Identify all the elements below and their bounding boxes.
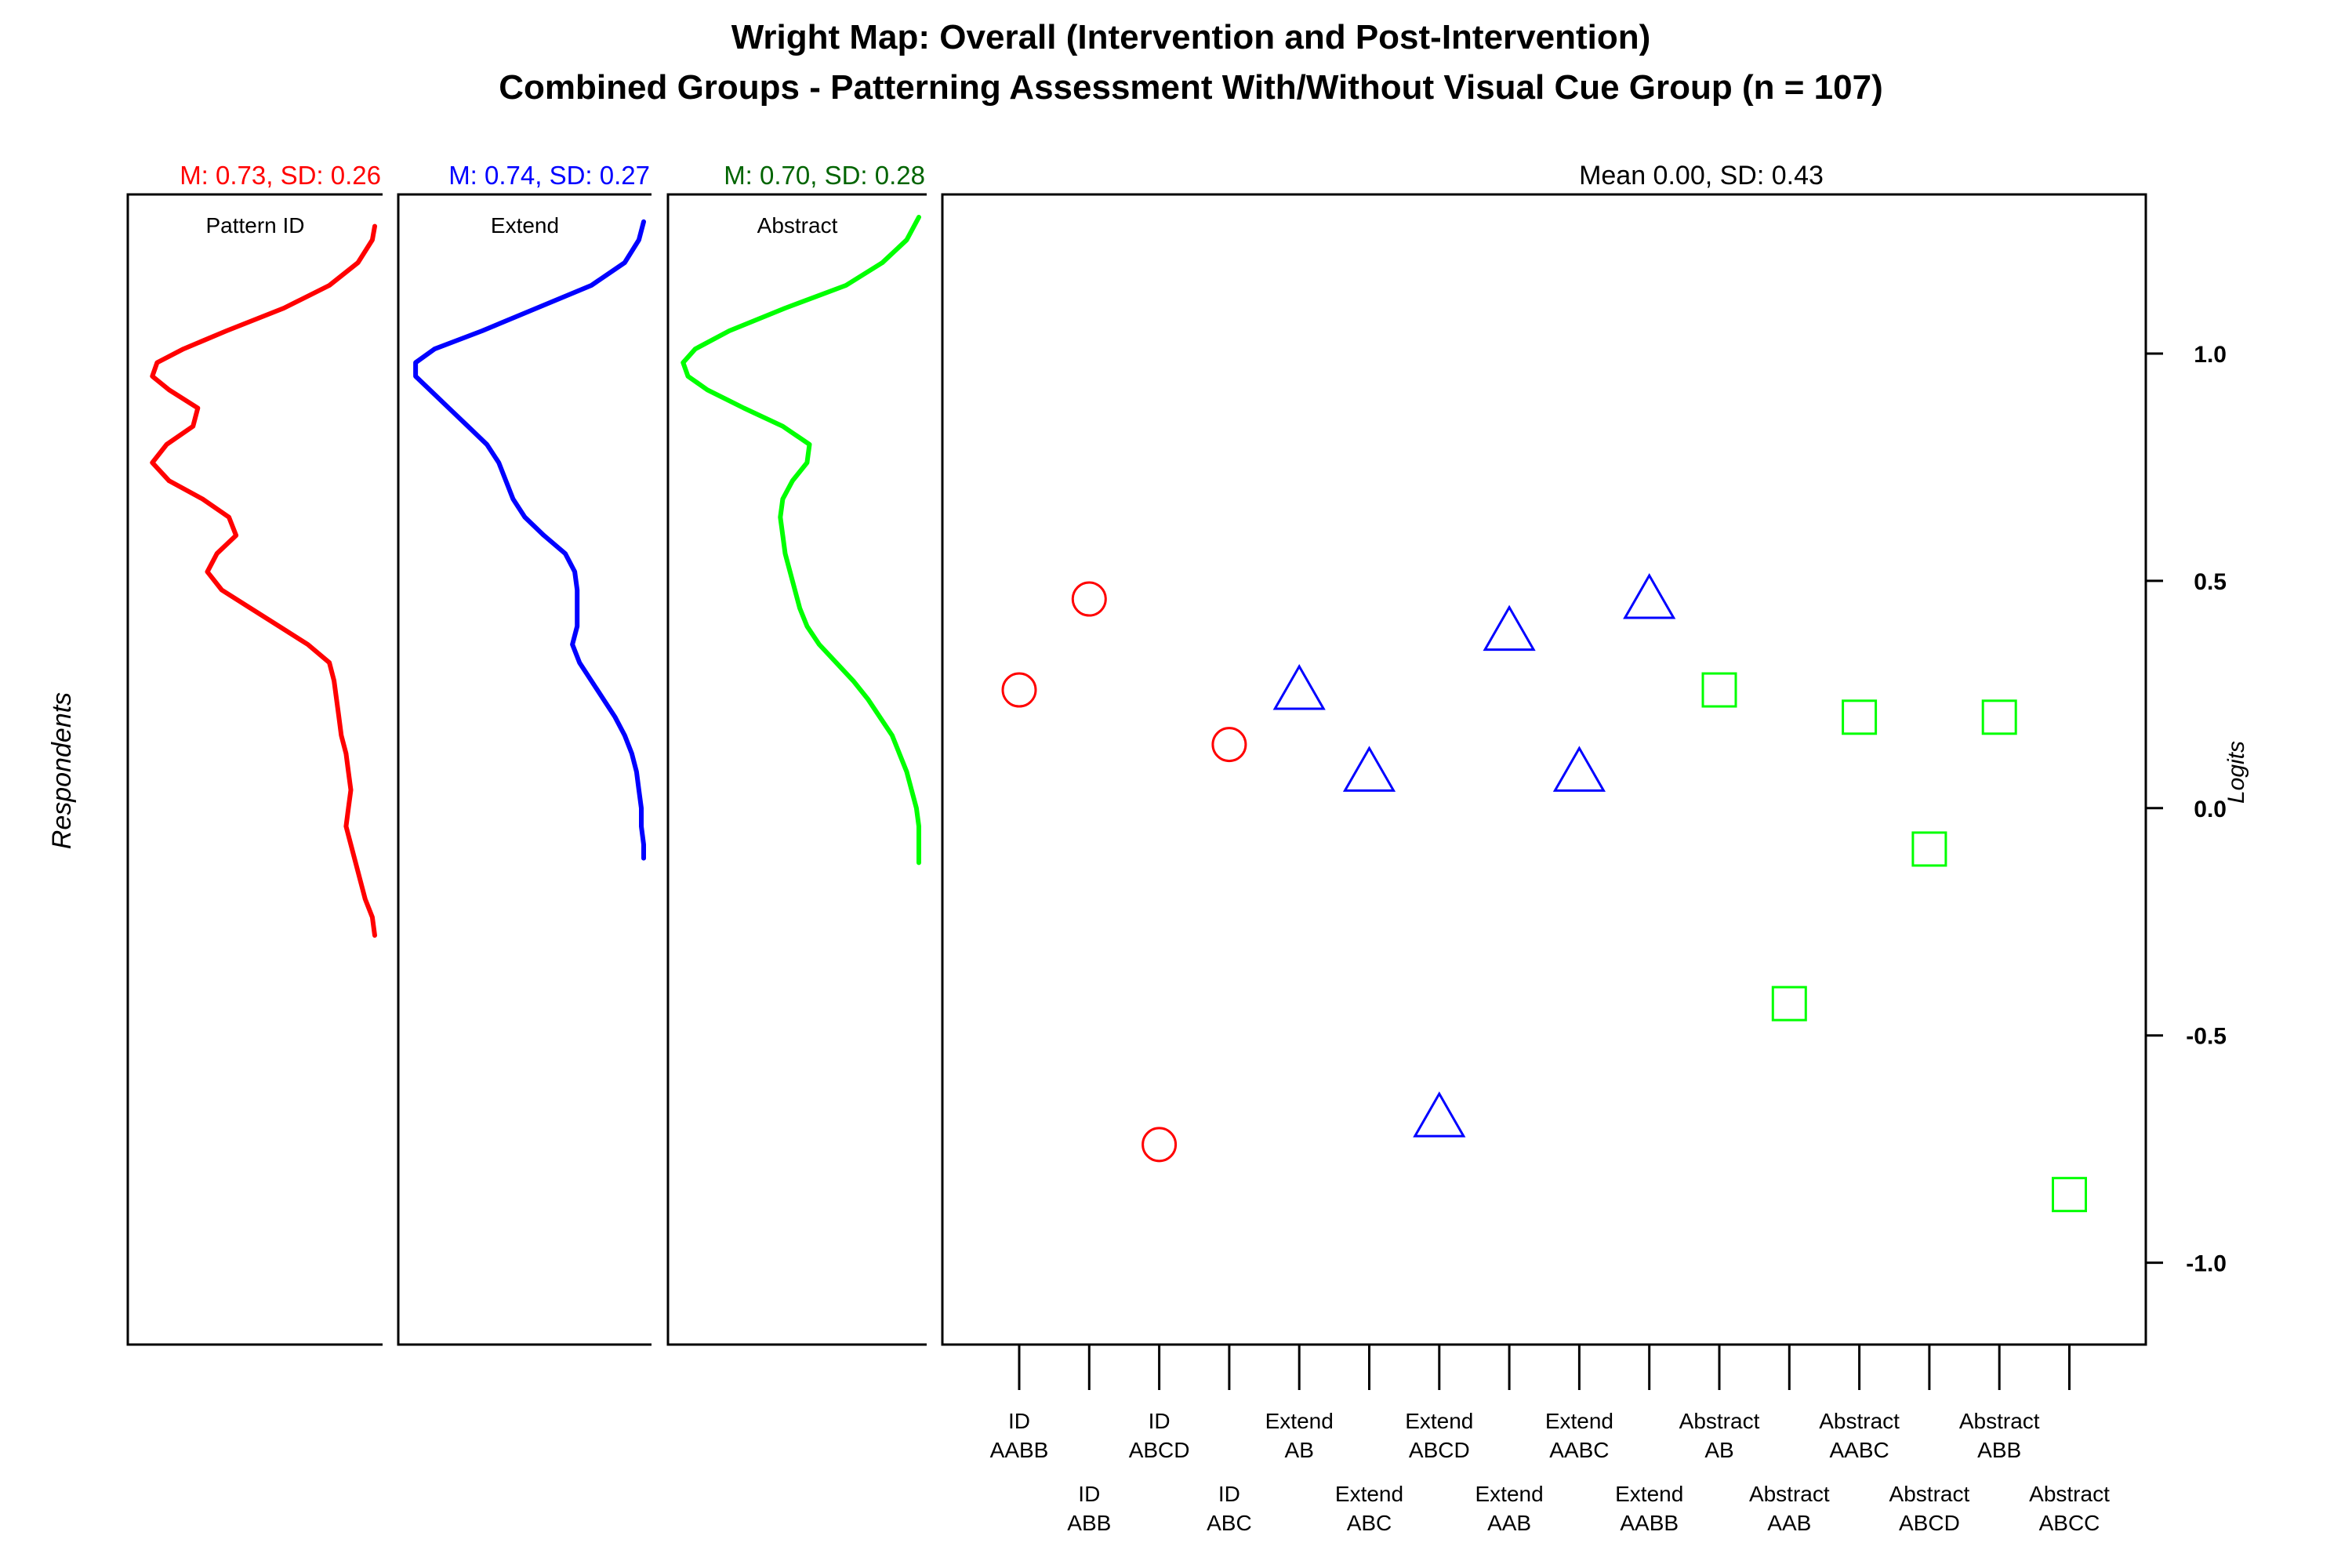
item-label-line1: ID	[1008, 1409, 1030, 1433]
item-label-line1: Extend	[1615, 1482, 1683, 1506]
item-label-line1: Abstract	[1819, 1409, 1900, 1433]
item-label-line1: Extend	[1545, 1409, 1613, 1433]
item-label-line2: AB	[1285, 1438, 1314, 1462]
density-panel-title: Pattern ID	[205, 213, 304, 238]
density-panels: M: 0.73, SD: 0.26 Pattern ID M: 0.74, SD: …	[126, 161, 927, 1346]
item-marker-triangle	[1483, 604, 1536, 652]
item-marker-triangle	[1342, 746, 1396, 792]
item-label-line2: ABC	[1347, 1511, 1392, 1535]
logit-tick-label: 0.5	[2194, 569, 2227, 595]
item-marker-square	[2052, 1177, 2087, 1213]
item-marker-square	[1771, 985, 1807, 1022]
density-panel-frame	[397, 193, 652, 1346]
density-panel-frame	[666, 193, 927, 1346]
item-label-line1: Extend	[1405, 1409, 1473, 1433]
density-panel-3: M: 0.70, SD: 0.28 Abstract	[666, 161, 927, 1346]
item-marker-circle	[1142, 1127, 1178, 1163]
item-marker-triangle	[1552, 746, 1606, 792]
item-label-line1: Abstract	[1959, 1409, 2040, 1433]
logit-tick-label: -1.0	[2186, 1251, 2227, 1277]
item-panel-header: Mean 0.00, SD: 0.43	[1579, 161, 1824, 191]
item-marker-circle	[1071, 581, 1107, 617]
item-label-line1: Extend	[1265, 1409, 1334, 1433]
item-label-line1: Abstract	[1889, 1482, 1970, 1506]
item-label-line1: Extend	[1475, 1482, 1544, 1506]
item-marker-square	[1911, 831, 1947, 867]
item-label-line2: AABB	[1620, 1511, 1679, 1535]
logit-tick-label: 0.0	[2194, 797, 2227, 822]
chart-title-line1: Wright Map: Overall (Intervention and Po…	[731, 18, 1651, 56]
item-label-line1: Abstract	[1749, 1482, 1830, 1506]
item-label-line1: ID	[1149, 1409, 1171, 1433]
item-label-line2: ABCD	[1899, 1511, 1960, 1535]
item-label-line1: Extend	[1335, 1482, 1403, 1506]
item-marker-square	[1701, 672, 1737, 708]
density-curve	[150, 223, 377, 938]
item-panel-frame	[941, 193, 2147, 1346]
density-panel-title: Abstract	[757, 213, 838, 238]
item-label-line2: AABC	[1829, 1438, 1889, 1462]
item-marker-circle	[1001, 672, 1037, 708]
density-curve	[681, 215, 921, 866]
logit-axis: 1.0 0.5 0.0 -0.5 -1.0	[2146, 342, 2227, 1277]
density-panel-stats: M: 0.70, SD: 0.28	[724, 161, 925, 190]
y-axis-label-logits: Logits	[2223, 741, 2249, 804]
item-marker-triangle	[1272, 664, 1326, 710]
item-label-line2: ABCD	[1129, 1438, 1190, 1462]
item-label-line2: ABC	[1207, 1511, 1252, 1535]
item-label-line2: ABCD	[1409, 1438, 1470, 1462]
item-label-line2: ABB	[1977, 1438, 2021, 1462]
item-label-line2: AABC	[1549, 1438, 1609, 1462]
density-curve	[413, 219, 646, 861]
item-label-line2: AAB	[1487, 1511, 1531, 1535]
item-label-line1: ID	[1078, 1482, 1100, 1506]
item-marker-triangle	[1623, 573, 1676, 619]
logit-tick-label: 1.0	[2194, 342, 2227, 368]
chart-title-line2: Combined Groups - Patterning Assessment …	[499, 68, 1883, 107]
density-panel-1: M: 0.73, SD: 0.26 Pattern ID	[126, 161, 383, 1346]
item-label-line2: ABCC	[2039, 1511, 2100, 1535]
item-marker-square	[1981, 699, 2017, 735]
item-label-line1: Abstract	[1679, 1409, 1760, 1433]
item-marker-square	[1842, 699, 1878, 735]
item-label-line2: AB	[1704, 1438, 1733, 1462]
density-panel-title: Extend	[491, 213, 559, 238]
y-axis-label-respondents: Respondents	[47, 692, 77, 849]
item-label-line1: ID	[1218, 1482, 1240, 1506]
item-marker-circle	[1211, 727, 1247, 763]
item-marker-triangle	[1413, 1091, 1466, 1138]
density-panel-frame	[126, 193, 383, 1346]
density-panel-stats: M: 0.73, SD: 0.26	[180, 161, 381, 190]
density-panel-2: M: 0.74, SD: 0.27 Extend	[397, 161, 652, 1346]
item-label-line2: AABB	[990, 1438, 1049, 1462]
logit-tick-label: -0.5	[2186, 1024, 2227, 1050]
density-panel-stats: M: 0.74, SD: 0.27	[448, 161, 650, 190]
item-label-line2: ABB	[1067, 1511, 1111, 1535]
item-label-line2: AAB	[1767, 1511, 1811, 1535]
item-panel: 1.0 0.5 0.0 -0.5 -1.0 ID AABB ID ABB ID ABCD ID ABC E…	[941, 193, 2227, 1535]
item-label-line1: Abstract	[2029, 1482, 2110, 1506]
